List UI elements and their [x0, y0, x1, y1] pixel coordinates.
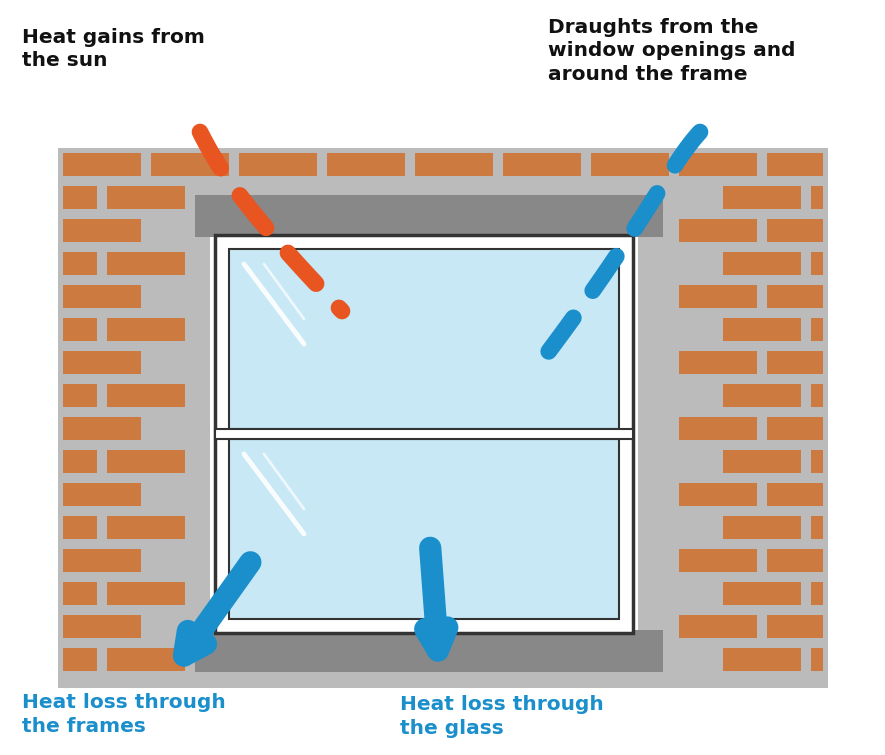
Bar: [63, 582, 97, 605]
Bar: [58, 148, 828, 688]
Bar: [63, 648, 97, 671]
Bar: [767, 483, 823, 506]
Bar: [63, 318, 97, 341]
Bar: [767, 153, 823, 176]
Bar: [107, 252, 185, 275]
Bar: [63, 450, 97, 473]
Bar: [215, 429, 633, 439]
Bar: [811, 450, 823, 473]
Bar: [63, 549, 141, 572]
Bar: [215, 235, 633, 633]
Bar: [195, 195, 663, 237]
Bar: [723, 384, 801, 407]
Bar: [63, 351, 141, 374]
Bar: [63, 483, 141, 506]
Bar: [107, 450, 185, 473]
Bar: [107, 648, 185, 671]
Bar: [723, 516, 801, 539]
Bar: [811, 186, 823, 209]
Bar: [679, 417, 757, 440]
Bar: [811, 318, 823, 341]
Bar: [63, 186, 97, 209]
Bar: [327, 153, 405, 176]
Bar: [723, 648, 801, 671]
Bar: [767, 219, 823, 242]
Bar: [591, 153, 669, 176]
Bar: [63, 615, 141, 638]
Bar: [811, 582, 823, 605]
Bar: [811, 516, 823, 539]
Bar: [63, 384, 97, 407]
Bar: [811, 384, 823, 407]
Text: Heat loss through
the glass: Heat loss through the glass: [400, 695, 604, 738]
Bar: [679, 153, 757, 176]
Bar: [107, 516, 185, 539]
Bar: [767, 285, 823, 308]
Bar: [767, 615, 823, 638]
Bar: [63, 153, 141, 176]
Text: Draughts from the
window openings and
around the frame: Draughts from the window openings and ar…: [548, 18, 796, 84]
Bar: [63, 252, 97, 275]
Bar: [210, 195, 638, 672]
Bar: [679, 615, 757, 638]
Bar: [767, 549, 823, 572]
Bar: [107, 186, 185, 209]
Bar: [679, 285, 757, 308]
Bar: [107, 582, 185, 605]
Bar: [679, 549, 757, 572]
Bar: [229, 249, 619, 429]
Bar: [151, 153, 229, 176]
Bar: [679, 483, 757, 506]
Bar: [239, 153, 317, 176]
Text: Heat gains from
the sun: Heat gains from the sun: [22, 28, 204, 70]
Bar: [679, 351, 757, 374]
Bar: [679, 219, 757, 242]
Bar: [229, 439, 619, 619]
Bar: [723, 582, 801, 605]
Bar: [767, 417, 823, 440]
Bar: [723, 252, 801, 275]
Bar: [107, 318, 185, 341]
Bar: [63, 516, 97, 539]
Bar: [195, 630, 663, 672]
Bar: [63, 285, 141, 308]
Bar: [767, 351, 823, 374]
Bar: [107, 384, 185, 407]
Bar: [723, 318, 801, 341]
Bar: [811, 252, 823, 275]
Bar: [811, 648, 823, 671]
Bar: [415, 153, 493, 176]
Bar: [723, 450, 801, 473]
Bar: [63, 219, 141, 242]
Bar: [723, 186, 801, 209]
Bar: [63, 417, 141, 440]
Text: Heat loss through
the frames: Heat loss through the frames: [22, 693, 226, 735]
Bar: [503, 153, 581, 176]
